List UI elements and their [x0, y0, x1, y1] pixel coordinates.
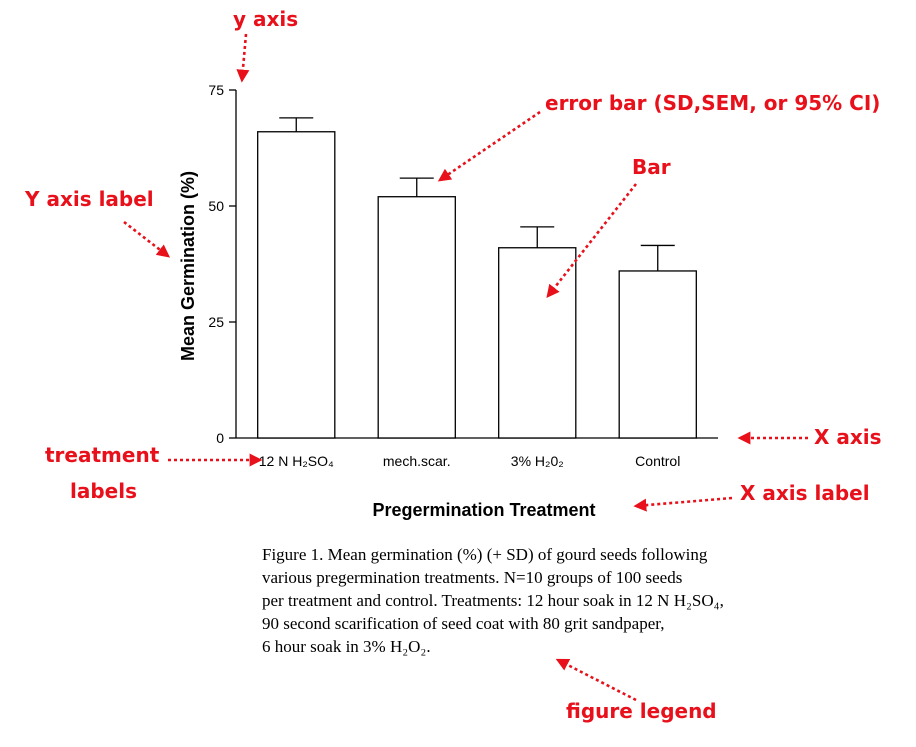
y-tick-label: 50 — [208, 198, 224, 214]
annotation-figure-legend: figure legend — [566, 699, 717, 723]
category-label: mech.scar. — [383, 453, 451, 469]
bar — [257, 131, 336, 439]
x-axis-label: Pregermination Treatment — [372, 500, 595, 520]
caption-line-1: Figure 1. Mean germination (%) (+ SD) of… — [262, 545, 708, 564]
caption-line-3: per treatment and control. Treatments: 1… — [262, 591, 724, 610]
arrow-y-axis — [236, 33, 250, 83]
category-label: 3% H₂0₂ — [511, 453, 564, 469]
arrow-error-bar — [437, 110, 541, 182]
error-bars — [279, 117, 675, 271]
arrow-x-axis-label — [633, 496, 733, 512]
y-tick-label: 75 — [208, 82, 224, 98]
annotation-treatment: treatment — [45, 443, 160, 467]
annotation-y-axis: y axis — [233, 7, 298, 31]
bar — [618, 270, 697, 439]
y-ticks: 0 25 50 75 — [208, 82, 236, 446]
arrow-y-axis-label — [123, 220, 171, 258]
annotation-x-axis-label: X axis label — [740, 481, 870, 505]
bars — [257, 131, 697, 439]
caption-line-2: various pregermination treatments. N=10 … — [262, 568, 682, 587]
y-tick-label: 0 — [216, 430, 224, 446]
annotations: y axis Y axis label error bar (SD,SEM, o… — [24, 7, 882, 723]
arrow-figure-legend — [555, 658, 637, 702]
figure-caption: Figure 1. Mean germination (%) (+ SD) of… — [262, 545, 724, 656]
annotation-x-axis: X axis — [814, 425, 882, 449]
category-label: 12 N H₂SO₄ — [259, 453, 334, 469]
category-labels: 12 N H₂SO₄ mech.scar. 3% H₂0₂ Control — [259, 453, 681, 469]
annotation-error-bar: error bar (SD,SEM, or 95% CI) — [545, 91, 880, 115]
annotation-labels: labels — [70, 479, 137, 503]
y-axis-label: Mean Germination (%) — [178, 171, 198, 361]
annotation-y-axis-label: Y axis label — [24, 187, 154, 211]
category-label: Control — [635, 453, 680, 469]
annotation-bar: Bar — [632, 155, 671, 179]
bar — [377, 196, 456, 439]
caption-line-4: 90 second scarification of seed coat wit… — [262, 614, 664, 633]
caption-line-5: 6 hour soak in 3% H₂O₂. — [262, 637, 431, 656]
bar — [498, 247, 577, 439]
y-tick-label: 25 — [208, 314, 224, 330]
